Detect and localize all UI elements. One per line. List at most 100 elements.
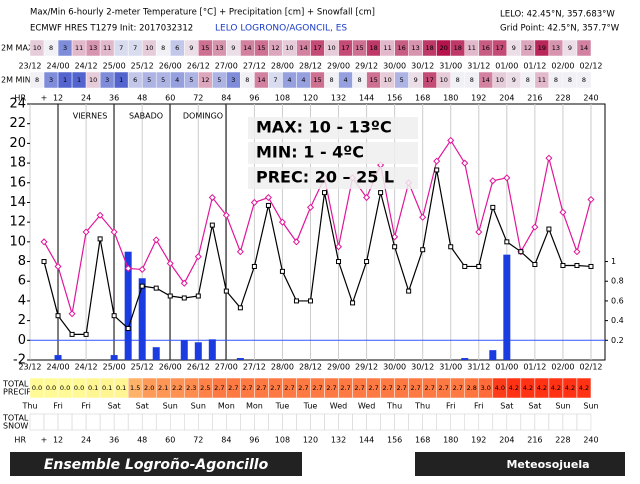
snow-cell xyxy=(71,413,87,431)
precip-cell-label: 2.7 xyxy=(453,384,463,392)
x-tick-label: 24/00 xyxy=(47,62,70,71)
chart-title: Max/Min 6-hourly 2-meter Temperature [°C… xyxy=(30,8,375,18)
weekday: Tue xyxy=(275,402,290,411)
precip-cell-label: 2.7 xyxy=(242,384,252,392)
x-tick-label: 29/00 xyxy=(327,62,350,71)
hour-tick: 72 xyxy=(193,436,203,445)
temp-cell-label: 10 xyxy=(327,44,335,52)
weekday: Sat xyxy=(136,402,149,411)
snow-cell xyxy=(408,413,423,431)
y-tick-label: 18 xyxy=(9,156,26,171)
y-tick-label: 16 xyxy=(9,175,26,190)
hour-tick: 180 xyxy=(443,94,458,103)
temp-cell-label: 9 xyxy=(414,76,418,84)
temp-cell-label: 18 xyxy=(369,44,377,52)
marker xyxy=(166,259,174,268)
x-tick-label: 27/12 xyxy=(243,62,266,71)
hour-tick: 60 xyxy=(165,436,175,445)
hour-tick: 24 xyxy=(81,436,91,445)
temp-cell-label: 20 xyxy=(440,44,448,52)
hour-tick: 120 xyxy=(303,94,318,103)
temp-cell-label: 9 xyxy=(189,44,193,52)
x-tick-label: 02/00 xyxy=(551,363,574,372)
marker xyxy=(489,177,497,185)
snow-cell xyxy=(99,413,115,431)
x-tick-label: 25/00 xyxy=(103,62,126,71)
temp-cell-label: 3 xyxy=(105,76,109,84)
hour-tick: 60 xyxy=(165,94,175,103)
temp-cell-label: 17 xyxy=(341,44,349,52)
row-label: 2M MAX xyxy=(1,44,34,53)
weekday: Fri xyxy=(446,402,456,411)
temp-cell-label: 16 xyxy=(482,44,490,52)
x-tick-label: 26/00 xyxy=(159,363,182,372)
precip-cell-label: 2.7 xyxy=(410,384,420,392)
precip-cell-label: 2.0 xyxy=(144,384,154,392)
snow-cell xyxy=(169,413,185,431)
marker xyxy=(237,305,243,311)
precip-bar xyxy=(152,347,160,360)
x-tick-label: 27/00 xyxy=(215,62,238,71)
marker xyxy=(503,174,511,182)
temperature-line xyxy=(43,139,592,314)
temp-cell-label: 9 xyxy=(231,44,235,52)
temp-cell-label: 14 xyxy=(243,44,251,52)
headline: PREC: 20 – 25 L xyxy=(256,168,394,187)
snow-cell xyxy=(380,413,395,431)
snow-cell xyxy=(324,413,339,431)
x-tick-label: 28/00 xyxy=(271,62,294,71)
marker xyxy=(110,228,118,236)
marker xyxy=(82,228,90,236)
marker xyxy=(208,194,216,202)
snow-cell xyxy=(296,413,311,431)
snow-cell xyxy=(155,413,171,431)
marker xyxy=(559,208,567,216)
marker xyxy=(364,259,370,265)
marker xyxy=(222,211,230,219)
marker xyxy=(69,331,75,337)
marker xyxy=(378,190,384,196)
marker xyxy=(406,288,412,294)
hour-tick: 36 xyxy=(109,436,119,445)
footer: Ensemble Logroño-Agoncillo xyxy=(44,457,269,473)
precip-cell xyxy=(576,377,592,399)
x-tick-label: 29/12 xyxy=(355,62,378,71)
hour-tick: 204 xyxy=(499,94,514,103)
x-tick-label: 01/00 xyxy=(495,363,518,372)
marker xyxy=(391,233,399,241)
precip-bar xyxy=(180,340,188,360)
temp-cell-label: 17 xyxy=(313,44,321,52)
temp-cell-label: 7 xyxy=(119,44,123,52)
marker xyxy=(236,248,244,256)
temp-cell-label: 8 xyxy=(358,76,362,84)
temp-cell-label: 10 xyxy=(496,76,504,84)
snow-cell xyxy=(57,413,73,431)
y-tick-label: 4 xyxy=(18,293,26,308)
weekday: Mon xyxy=(246,402,263,411)
x-tick-label: 01/12 xyxy=(523,62,546,71)
headline-box xyxy=(248,142,418,164)
weekday: Sun xyxy=(555,402,570,411)
precip-cell-label: 2.3 xyxy=(186,384,196,392)
marker xyxy=(447,136,455,144)
day-name: VIERNES xyxy=(73,112,108,121)
precip-cell-label: 2.7 xyxy=(368,384,378,392)
x-tick-label: 28/12 xyxy=(299,363,322,372)
x-tick-label: 27/00 xyxy=(215,363,238,372)
y-tick-label: 6 xyxy=(18,274,26,289)
marker xyxy=(180,279,188,287)
x-tick-label: 26/12 xyxy=(187,363,210,372)
weekday: Mon xyxy=(218,402,235,411)
y-tick-label: 2 xyxy=(18,313,26,328)
x-tick-label: 26/12 xyxy=(187,62,210,71)
y-tick-label: 20 xyxy=(9,136,26,151)
temp-cell-label: 7 xyxy=(273,76,277,84)
temp-cell-label: 6 xyxy=(175,44,179,52)
x-tick-label: 25/12 xyxy=(131,363,154,372)
snow-cell xyxy=(506,413,522,431)
precip-cell-label: 2.7 xyxy=(439,384,449,392)
hour-label: HR xyxy=(14,436,26,445)
temp-cell-label: 9 xyxy=(512,76,516,84)
weekday: Fri xyxy=(474,402,484,411)
temp-cell-label: 15 xyxy=(355,44,363,52)
